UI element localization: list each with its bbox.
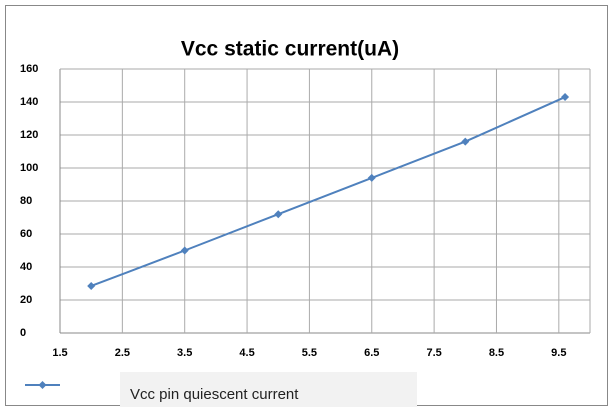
y-tick-label: 160: [20, 63, 38, 75]
x-tick-label: 3.5: [177, 347, 192, 359]
marker: [367, 173, 376, 182]
y-tick-label: 100: [20, 162, 38, 174]
marker: [87, 281, 96, 290]
legend-marker: [38, 381, 47, 389]
chart-frame: [5, 5, 608, 406]
y-tick-label: 40: [20, 261, 32, 273]
y-tick-label: 0: [20, 327, 26, 339]
x-tick-label: 2.5: [115, 347, 130, 359]
marker: [561, 93, 570, 102]
x-tick-label: 9.5: [551, 347, 566, 359]
y-tick-label: 20: [20, 294, 32, 306]
marker: [274, 210, 283, 219]
x-tick-label: 8.5: [489, 347, 504, 359]
marker: [180, 246, 189, 255]
y-tick-label: 140: [20, 96, 38, 108]
x-tick-label: 1.5: [52, 347, 67, 359]
x-tick-label: 7.5: [426, 347, 441, 359]
line: [90, 96, 566, 287]
legend-box: [120, 372, 417, 407]
y-tick-label: 60: [20, 228, 32, 240]
x-tick-label: 4.5: [239, 347, 254, 359]
legend-label: Vcc pin quiescent current: [130, 386, 299, 403]
chart-title: Vcc static current(uA): [181, 38, 399, 61]
x-tick-label: 6.5: [364, 347, 379, 359]
x-tick-label: 5.5: [302, 347, 317, 359]
marker: [461, 137, 470, 146]
y-tick-label: 120: [20, 129, 38, 141]
y-tick-label: 80: [20, 195, 32, 207]
